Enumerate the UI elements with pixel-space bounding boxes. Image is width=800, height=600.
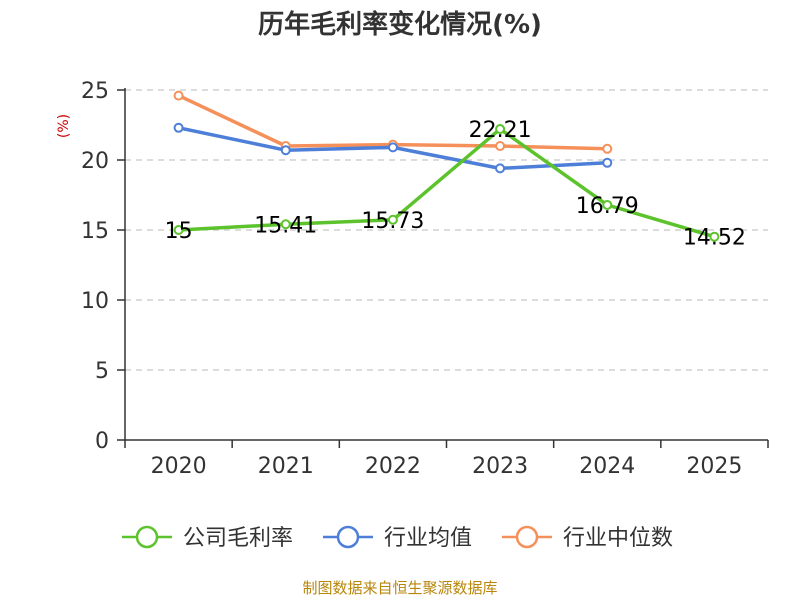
data-labels: 15 15.41 15.73 22.21 16.79 14.52 (165, 118, 746, 251)
x-tick-label: 2020 (151, 454, 207, 479)
data-point (387, 142, 398, 153)
y-tick-label: 20 (81, 149, 109, 174)
data-point (387, 214, 398, 225)
x-tick-label: 2022 (365, 454, 421, 479)
data-point (173, 90, 184, 101)
y-tick-label: 10 (81, 289, 109, 314)
legend-marker (135, 525, 159, 549)
data-point (280, 145, 291, 156)
data-point (280, 219, 291, 230)
data-point (173, 122, 184, 133)
data-label: 14.52 (683, 226, 746, 251)
y-tick-label: 15 (81, 219, 109, 244)
legend-label: 行业均值 (384, 526, 472, 551)
data-point (495, 163, 506, 174)
legend: 公司毛利率 行业均值 行业中位数 (122, 525, 673, 551)
data-label: 15.73 (361, 209, 424, 234)
x-tick-label: 2021 (258, 454, 314, 479)
data-point (602, 157, 613, 168)
y-axis-label: (%) (56, 114, 72, 138)
gridlines (125, 89, 768, 371)
y-tick-label: 25 (81, 79, 109, 104)
data-label: 16.79 (576, 194, 639, 219)
y-tick-label: 5 (95, 359, 109, 384)
x-tick-label: 2025 (686, 454, 742, 479)
x-tick-label: 2023 (472, 454, 528, 479)
data-point (495, 124, 506, 135)
y-tick-label: 0 (95, 429, 109, 454)
data-label: 22.21 (469, 118, 532, 143)
chart-title: 历年毛利率变化情况(%) (258, 9, 542, 40)
legend-marker (336, 525, 360, 549)
series-line-0 (178, 127, 715, 239)
data-point (495, 141, 506, 151)
data-label: 15.41 (254, 213, 317, 238)
legend-label: 行业中位数 (563, 526, 673, 551)
data-point (602, 143, 613, 154)
legend-marker (515, 525, 539, 549)
data-point (602, 199, 613, 210)
legend-label: 公司毛利率 (183, 526, 293, 551)
data-point (709, 231, 720, 242)
data-label: 15 (165, 219, 193, 244)
source-note: 制图数据来自恒生聚源数据库 (302, 579, 497, 597)
data-point (173, 225, 184, 235)
x-tick-label: 2024 (579, 454, 635, 479)
series-lines (173, 90, 720, 242)
